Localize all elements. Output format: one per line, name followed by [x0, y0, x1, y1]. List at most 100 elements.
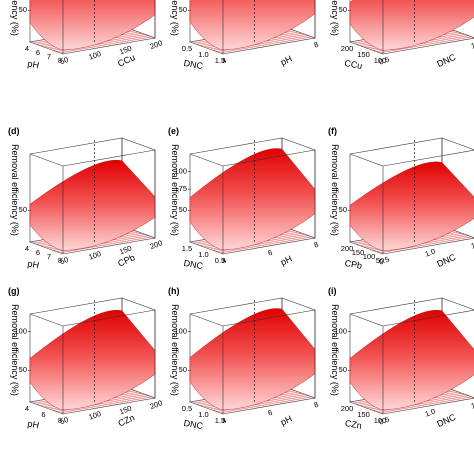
z-tick-label: 50: [179, 5, 187, 14]
y-tick-label: 100: [87, 49, 102, 62]
z-tick-label: 50: [339, 205, 347, 214]
x-tick-label: 4: [25, 244, 29, 253]
panel-b: Removal efficiency (%)50 0.5 1.0 1.5 DNC 4 8 pH: [170, 0, 320, 71]
x-tick-label: 7: [47, 252, 51, 261]
y-tick-label: 8: [313, 400, 320, 410]
y-tick-label: 1.5: [470, 399, 474, 411]
floor-contour-line: [379, 36, 472, 54]
x-tick-label: 0.5: [182, 404, 192, 413]
x-tick-label: 100: [374, 56, 387, 65]
panel-label: (i): [328, 286, 337, 296]
y-axis-label: Removal efficiency (%): [170, 144, 180, 236]
depth-axis-label: DNC: [435, 252, 457, 270]
x-tick-label: 6: [36, 48, 40, 57]
floor-contour-line: [219, 36, 312, 54]
y-tick-label: 0.5: [378, 55, 391, 67]
depth-axis-label: DNC: [435, 52, 457, 70]
panel-e: (e) Removal efficiency (%)50 75 100 1.5 1.0 0.…: [168, 126, 320, 271]
panel-label: (d): [8, 126, 20, 136]
y-axis-label: Removal efficiency (%): [170, 304, 180, 396]
x-axis-label: pH: [27, 259, 40, 271]
panel-h: (h) Removal efficiency (%)50 100 0.5 1.0 1.5 D…: [168, 286, 320, 431]
panel-label: (h): [168, 286, 180, 296]
y-tick-label: 4: [221, 416, 228, 426]
floor-contour-line: [59, 396, 152, 414]
depth-axis-label: DNC: [435, 412, 457, 430]
response-surface: [349, 161, 474, 251]
floor-contour-line: [59, 236, 152, 254]
z-tick-label: 75: [179, 184, 187, 193]
top-frame: [29, 149, 156, 167]
y-axis-label: Removal efficiency (%): [10, 144, 20, 236]
x-tick-label: 100: [374, 416, 387, 425]
y-tick-label: 0.5: [378, 415, 391, 427]
depth-axis-label: CCu: [116, 52, 137, 69]
y-axis-label: Removal efficiency (%): [330, 144, 340, 236]
z-tick-label: 50: [19, 5, 27, 14]
x-tick-label: 200: [341, 44, 354, 53]
x-axis-label: DNC: [183, 58, 204, 71]
z-tick-label: 100: [174, 327, 187, 336]
y-tick-label: 4: [221, 56, 228, 66]
x-tick-label: 8: [58, 256, 62, 265]
z-tick-label: 50: [339, 5, 347, 14]
y-axis-label: Removal efficiency (%): [10, 0, 20, 36]
floor-contour-line: [219, 396, 312, 414]
depth-axis-label: pH: [279, 254, 294, 268]
y-tick-label: 8: [313, 40, 320, 50]
response-surface: [189, 0, 316, 51]
x-axis-label: pH: [27, 419, 40, 431]
x-tick-label: 4: [25, 404, 29, 413]
x-tick-label: 6: [41, 410, 45, 419]
x-tick-label: 1.5: [215, 416, 225, 425]
x-axis-label: CCu: [344, 58, 363, 71]
z-tick-label: 50: [179, 365, 187, 374]
y-tick-label: 8: [313, 240, 320, 250]
z-tick-label: 50: [19, 205, 27, 214]
y-axis-label: Removal efficiency (%): [170, 0, 180, 36]
x-tick-label: 8: [58, 416, 62, 425]
x-tick-label: 50: [376, 256, 384, 265]
x-tick-label: 200: [341, 244, 354, 253]
panel-d: (d)Removal efficiency (%)504 6 7 8pH 50 100 15…: [8, 126, 164, 270]
x-axis-label: CPb: [344, 258, 363, 271]
depth-axis-label: CZn: [117, 412, 137, 428]
response-surface: [29, 0, 156, 51]
floor-contour-line: [379, 236, 472, 254]
z-tick-label: 100: [174, 167, 187, 176]
y-tick-label: 6: [267, 248, 274, 258]
y-tick-label: 200: [149, 38, 164, 51]
y-tick-label: 1.5: [470, 39, 474, 51]
y-tick-label: 50: [59, 415, 70, 426]
x-tick-label: 8: [58, 56, 62, 65]
y-tick-label: 150: [118, 44, 133, 57]
x-tick-label: 200: [341, 404, 354, 413]
top-frame: [349, 149, 474, 167]
z-tick-label: 50: [19, 365, 27, 374]
x-tick-label: 100: [363, 252, 376, 261]
x-tick-label: 150: [357, 50, 370, 59]
y-tick-label: 1.0: [424, 247, 437, 259]
y-tick-label: 50: [59, 55, 70, 66]
floor-contour-line: [379, 396, 472, 414]
depth-axis-label: pH: [279, 414, 294, 428]
y-tick-label: 0.5: [378, 255, 391, 267]
depth-axis-label: pH: [279, 54, 294, 68]
floor-contour-line: [219, 236, 312, 254]
y-tick-label: 150: [118, 404, 133, 417]
y-tick-label: 4: [221, 256, 228, 266]
x-tick-label: 150: [357, 410, 370, 419]
y-axis-label: Removal efficiency (%): [330, 304, 340, 396]
y-tick-label: 100: [87, 409, 102, 422]
y-tick-label: 1.5: [470, 239, 474, 251]
x-axis-label: CZn: [344, 418, 362, 431]
panel-label: (g): [8, 286, 20, 296]
x-tick-label: 6: [36, 248, 40, 257]
z-tick-label: 50: [179, 205, 187, 214]
y-tick-label: 6: [267, 408, 274, 418]
panel-label: (e): [168, 126, 179, 136]
x-axis-label: DNC: [183, 418, 204, 431]
